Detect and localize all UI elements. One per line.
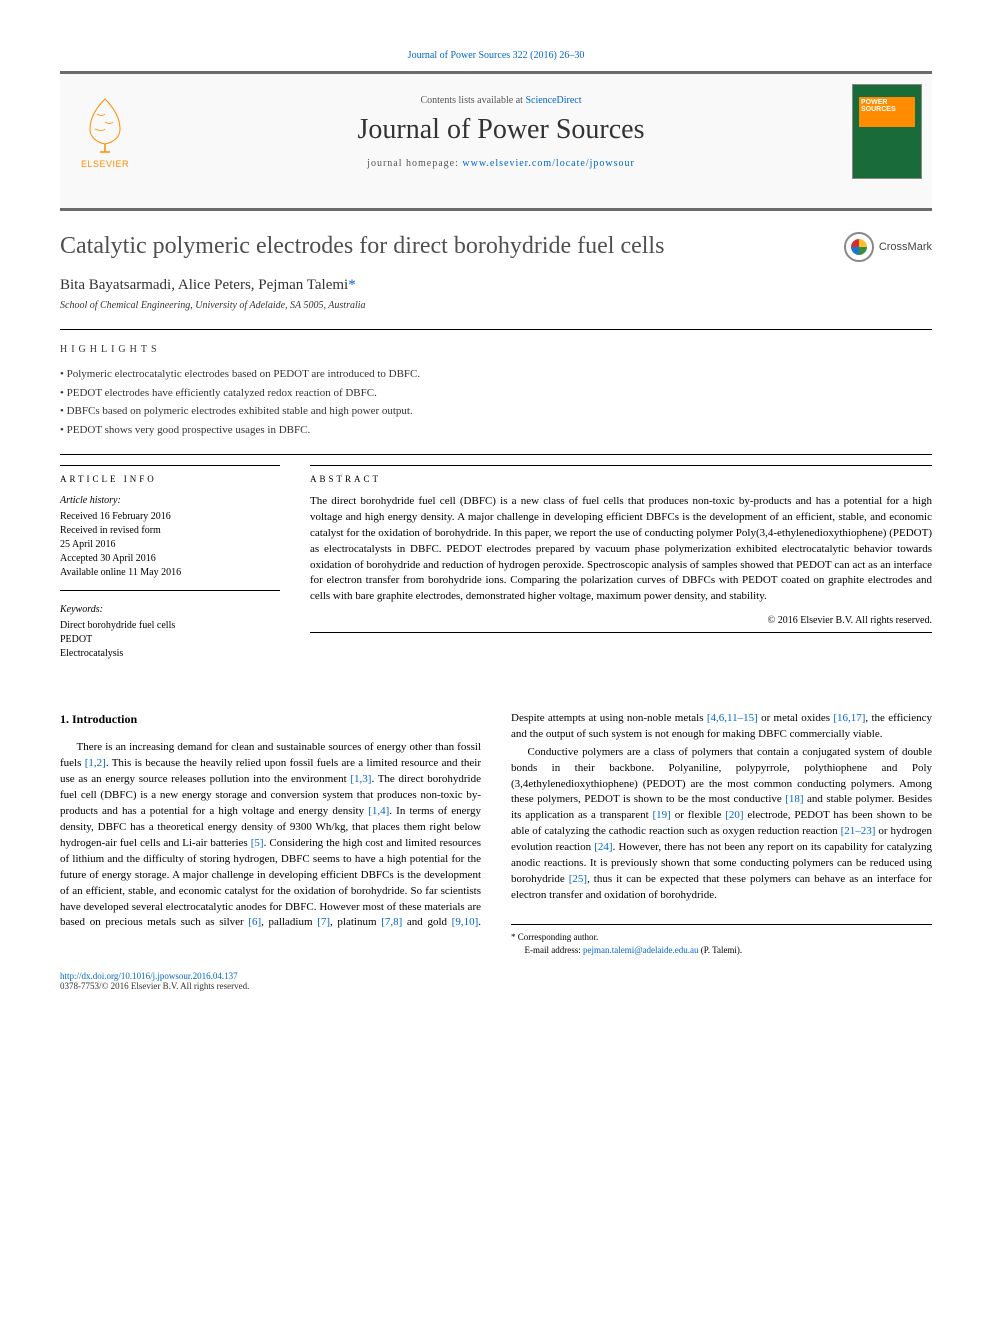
body-text: 1. Introduction There is an increasing d… bbox=[60, 711, 932, 957]
citation-link[interactable]: [19] bbox=[653, 809, 671, 821]
citation-link[interactable]: [21–23] bbox=[841, 825, 876, 837]
divider bbox=[60, 454, 932, 455]
citation-link[interactable]: [24] bbox=[594, 841, 612, 853]
citation-link[interactable]: [25] bbox=[569, 873, 587, 885]
crossmark-label: CrossMark bbox=[879, 241, 932, 253]
sciencedirect-link[interactable]: ScienceDirect bbox=[525, 95, 581, 106]
elsevier-logo[interactable]: ELSEVIER bbox=[60, 89, 150, 174]
authors-line: Bita Bayatsarmadi, Alice Peters, Pejman … bbox=[60, 277, 932, 294]
contents-available-line: Contents lists available at ScienceDirec… bbox=[150, 95, 852, 106]
history-line: Accepted 30 April 2016 bbox=[60, 552, 280, 566]
history-line: Received 16 February 2016 bbox=[60, 510, 280, 524]
article-info-column: ARTICLE INFO Article history: Received 1… bbox=[60, 465, 280, 661]
citation-link[interactable]: [9,10] bbox=[452, 916, 479, 928]
highlight-item: PEDOT shows very good prospective usages… bbox=[60, 421, 932, 440]
homepage-prefix: journal homepage: bbox=[367, 158, 462, 169]
citation-link[interactable]: [1,2] bbox=[85, 757, 106, 769]
journal-name: Journal of Power Sources bbox=[150, 114, 852, 146]
journal-cover-thumbnail[interactable]: POWER SOURCES bbox=[852, 84, 922, 179]
keyword: Electrocatalysis bbox=[60, 647, 280, 661]
doi-link[interactable]: http://dx.doi.org/10.1016/j.jpowsour.201… bbox=[60, 971, 238, 981]
citation-link[interactable]: [16,17] bbox=[833, 712, 865, 724]
article-info-heading: ARTICLE INFO bbox=[60, 474, 280, 484]
history-line: Received in revised form bbox=[60, 524, 280, 538]
abstract-column: ABSTRACT The direct borohydride fuel cel… bbox=[310, 465, 932, 661]
citation-link[interactable]: [1,3] bbox=[350, 773, 371, 785]
citation-link[interactable]: [5] bbox=[251, 837, 264, 849]
intro-heading: 1. Introduction bbox=[60, 711, 481, 728]
citation-link[interactable]: [1,4] bbox=[368, 805, 389, 817]
citation-link[interactable]: [20] bbox=[725, 809, 743, 821]
email-suffix: (P. Talemi). bbox=[698, 945, 742, 955]
crossmark-icon bbox=[843, 231, 875, 263]
authors-names: Bita Bayatsarmadi, Alice Peters, Pejman … bbox=[60, 277, 348, 293]
journal-homepage-link[interactable]: www.elsevier.com/locate/jpowsour bbox=[462, 158, 634, 169]
divider bbox=[310, 632, 932, 633]
highlight-item: Polymeric electrocatalytic electrodes ba… bbox=[60, 365, 932, 384]
history-line: 25 April 2016 bbox=[60, 538, 280, 552]
page-footer: http://dx.doi.org/10.1016/j.jpowsour.201… bbox=[60, 971, 932, 991]
citation-link[interactable]: [18] bbox=[785, 793, 803, 805]
article-title: Catalytic polymeric electrodes for direc… bbox=[60, 231, 843, 262]
abstract-heading: ABSTRACT bbox=[310, 474, 932, 484]
keyword: PEDOT bbox=[60, 633, 280, 647]
keyword: Direct borohydride fuel cells bbox=[60, 619, 280, 633]
email-label: E-mail address: bbox=[525, 945, 583, 955]
journal-header: ELSEVIER Contents lists available at Sci… bbox=[60, 71, 932, 211]
highlight-item: PEDOT electrodes have efficiently cataly… bbox=[60, 384, 932, 403]
cover-thumb-text: POWER SOURCES bbox=[861, 99, 921, 113]
corresponding-author-footnote: * Corresponding author. E-mail address: … bbox=[511, 924, 932, 957]
elsevier-label: ELSEVIER bbox=[65, 159, 145, 169]
citation-link[interactable]: [7,8] bbox=[381, 916, 402, 928]
crossmark-badge[interactable]: CrossMark bbox=[843, 231, 932, 263]
history-label: Article history: bbox=[60, 494, 280, 508]
highlight-item: DBFCs based on polymeric electrodes exhi… bbox=[60, 402, 932, 421]
contents-prefix: Contents lists available at bbox=[420, 95, 525, 106]
highlights-list: Polymeric electrocatalytic electrodes ba… bbox=[60, 365, 932, 440]
elsevier-tree-icon bbox=[75, 94, 135, 154]
page-container: Journal of Power Sources 322 (2016) 26–3… bbox=[0, 0, 992, 1041]
email-link[interactable]: pejman.talemi@adelaide.edu.au bbox=[583, 945, 699, 955]
citation-link[interactable]: [7] bbox=[317, 916, 330, 928]
affiliation: School of Chemical Engineering, Universi… bbox=[60, 300, 932, 311]
corr-label: * Corresponding author. bbox=[511, 931, 932, 944]
divider bbox=[60, 329, 932, 330]
issn-copyright-line: 0378-7753/© 2016 Elsevier B.V. All right… bbox=[60, 981, 932, 991]
keywords-label: Keywords: bbox=[60, 603, 280, 617]
journal-homepage-line: journal homepage: www.elsevier.com/locat… bbox=[150, 158, 852, 169]
citation-link[interactable]: [4,6,11–15] bbox=[707, 712, 758, 724]
abstract-text: The direct borohydride fuel cell (DBFC) … bbox=[310, 494, 932, 606]
abstract-copyright: © 2016 Elsevier B.V. All rights reserved… bbox=[310, 615, 932, 626]
highlights-label: HIGHLIGHTS bbox=[60, 344, 932, 355]
body-paragraph: Conductive polymers are a class of polym… bbox=[511, 745, 932, 904]
corresponding-marker: * bbox=[348, 277, 356, 293]
citation-link[interactable]: [6] bbox=[248, 916, 261, 928]
top-citation: Journal of Power Sources 322 (2016) 26–3… bbox=[60, 50, 932, 61]
history-line: Available online 11 May 2016 bbox=[60, 566, 280, 580]
